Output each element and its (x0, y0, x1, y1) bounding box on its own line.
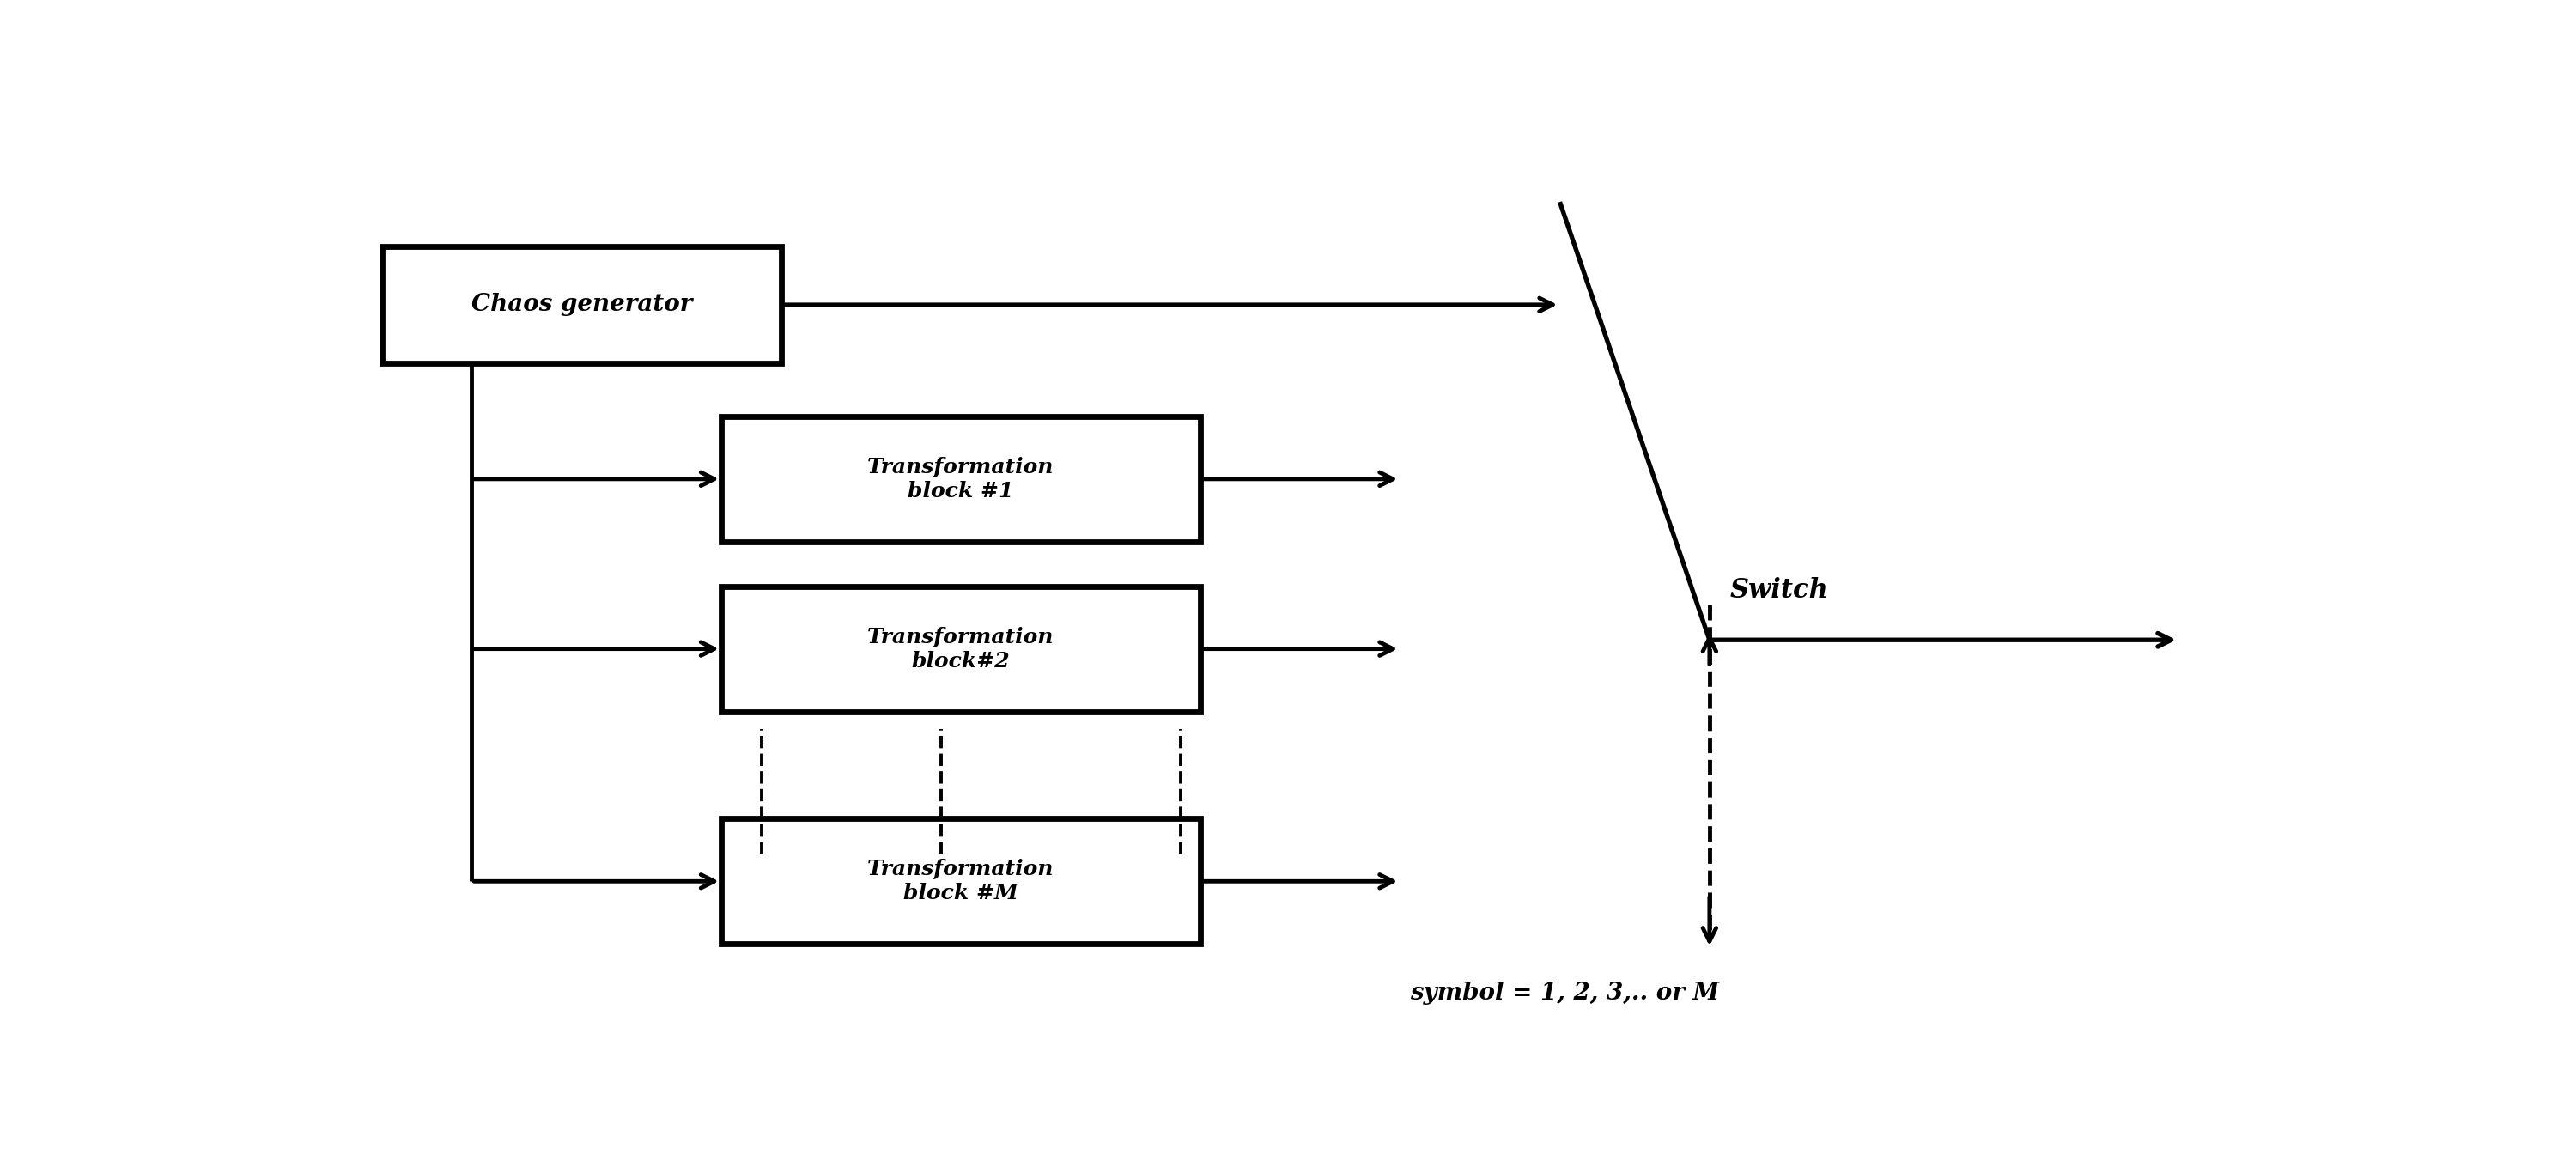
Bar (721, 819, 1200, 944)
Text: Transformation
block #M: Transformation block #M (868, 859, 1054, 903)
Bar (721, 586, 1200, 712)
Text: Transformation
block#2: Transformation block#2 (868, 627, 1054, 671)
Bar (381, 246, 781, 362)
Text: symbol = 1, 2, 3,.. or M: symbol = 1, 2, 3,.. or M (1409, 981, 1718, 1004)
Text: Chaos generator: Chaos generator (471, 293, 693, 316)
Bar (721, 417, 1200, 541)
Text: Transformation
block #1: Transformation block #1 (868, 456, 1054, 502)
Text: Switch: Switch (1728, 577, 1829, 604)
